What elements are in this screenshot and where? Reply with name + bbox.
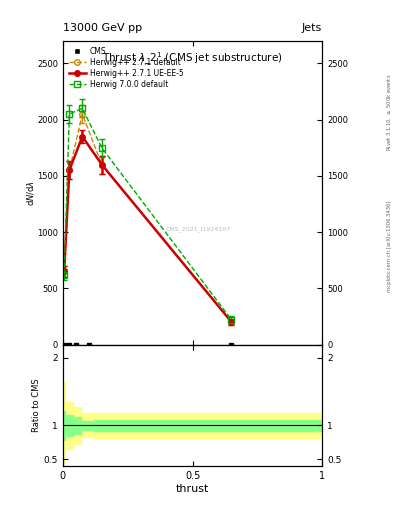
- Y-axis label: Ratio to CMS: Ratio to CMS: [32, 378, 41, 432]
- Text: Rivet 3.1.10, $\geq$ 500k events: Rivet 3.1.10, $\geq$ 500k events: [385, 74, 393, 152]
- Text: CMS_2021_I1924107: CMS_2021_I1924107: [165, 226, 230, 232]
- Text: mcplots.cern.ch [arXiv:1306.3436]: mcplots.cern.ch [arXiv:1306.3436]: [387, 200, 391, 291]
- Y-axis label: $\mathrm{d}N/\mathrm{d}\lambda$: $\mathrm{d}N/\mathrm{d}\lambda$: [25, 180, 36, 206]
- Text: 13000 GeV pp: 13000 GeV pp: [63, 23, 142, 33]
- Text: Jets: Jets: [302, 23, 322, 33]
- X-axis label: thrust: thrust: [176, 483, 209, 494]
- Legend: CMS, Herwig++ 2.7.1 default, Herwig++ 2.7.1 UE-EE-5, Herwig 7.0.0 default: CMS, Herwig++ 2.7.1 default, Herwig++ 2.…: [67, 45, 185, 91]
- Text: Thrust $\lambda$_2$^1$ (CMS jet substructure): Thrust $\lambda$_2$^1$ (CMS jet substruc…: [102, 50, 283, 67]
